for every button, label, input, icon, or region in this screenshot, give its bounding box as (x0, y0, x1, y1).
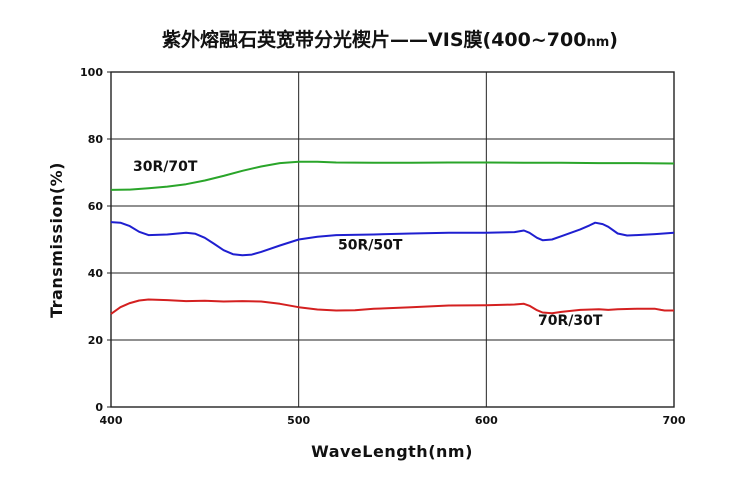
series-line-0 (110, 160, 675, 191)
x-tick-label-700: 700 (663, 414, 686, 427)
y-tick-label-0: 0 (95, 401, 103, 414)
series-label-2: 70R/30T (538, 313, 603, 329)
series-label-0: 30R/70T (133, 159, 198, 175)
grid (110, 71, 675, 408)
chart-title-unit: nm (586, 35, 609, 50)
y-tick-label-20: 20 (88, 334, 104, 347)
chart-title-main: 紫外熔融石英宽带分光楔片——VIS膜(400~700 (162, 28, 586, 51)
series-line-2 (110, 298, 674, 315)
y-axis-label: Transmission(%) (47, 162, 66, 318)
plot-frame (110, 71, 675, 408)
series-labels: 30R/70T 50R/50T 70R/30T (133, 159, 603, 329)
y-tick-label-100: 100 (80, 66, 103, 79)
chart-title: 紫外熔融石英宽带分光楔片——VIS膜(400~700nm) (162, 28, 618, 51)
chart-title-close: ) (609, 29, 618, 51)
x-tick-label-400: 400 (100, 414, 123, 427)
y-tick-label-40: 40 (88, 267, 104, 280)
x-tick-label-500: 500 (287, 414, 310, 427)
y-tick-label-60: 60 (88, 200, 104, 213)
series-label-1: 50R/50T (338, 238, 403, 254)
series-lines (110, 160, 675, 315)
series-line-1 (110, 221, 675, 257)
x-tick-label-600: 600 (475, 414, 498, 427)
y-tick-label-80: 80 (88, 133, 104, 146)
x-axis-label: WaveLength(nm) (311, 442, 473, 461)
tick-labels: 0 20 40 60 80 100 400 500 600 700 (80, 66, 686, 427)
